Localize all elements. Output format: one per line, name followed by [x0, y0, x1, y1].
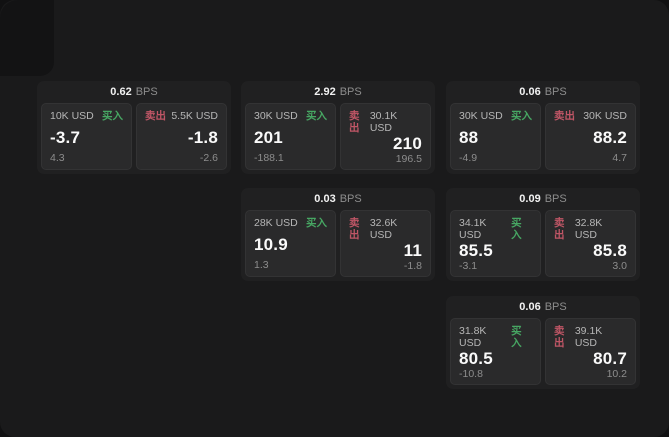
quote-card: 0.62 BPS 10K USD 买入 -3.7 4.3 卖出 5.5K USD…	[37, 81, 231, 174]
sell-side-label: 卖出	[554, 217, 565, 241]
bps-value: 0.06	[519, 301, 541, 313]
sell-panel[interactable]: 卖出 32.6K USD 11 -1.8	[340, 210, 431, 277]
buy-amount: 31.8K USD	[459, 325, 487, 349]
buy-side-label: 买入	[306, 110, 327, 122]
buy-panel[interactable]: 28K USD 买入 10.9 1.3	[245, 210, 336, 277]
buy-side-label: 买入	[306, 217, 327, 229]
sell-panel[interactable]: 卖出 39.1K USD 80.7 10.2	[545, 318, 636, 385]
buy-price: 85.5	[459, 241, 493, 260]
sell-price: 80.7	[593, 349, 627, 368]
buy-change: 4.3	[50, 152, 65, 164]
card-header: 2.92 BPS	[245, 81, 431, 103]
buy-change: -188.1	[254, 152, 284, 164]
buy-amount: 28K USD	[254, 217, 298, 229]
buy-change: -4.9	[459, 152, 478, 164]
bps-value: 0.62	[110, 86, 132, 98]
sell-amount: 39.1K USD	[574, 325, 603, 349]
card-header: 0.09 BPS	[450, 188, 636, 210]
bps-unit-label: BPS	[135, 86, 158, 98]
sell-panel[interactable]: 卖出 5.5K USD -1.8 -2.6	[136, 103, 227, 170]
sell-price: 88.2	[593, 127, 627, 147]
bps-unit-label: BPS	[339, 86, 362, 98]
card-header: 0.62 BPS	[41, 81, 227, 103]
bps-value: 2.92	[314, 86, 336, 98]
sell-panel[interactable]: 卖出 30.1K USD 210 196.5	[340, 103, 431, 170]
sell-side-label: 卖出	[554, 325, 565, 349]
bps-unit-label: BPS	[544, 301, 567, 313]
quote-card: 0.09 BPS 34.1K USD 买入 85.5 -3.1 卖出 32.8K…	[446, 188, 640, 281]
buy-panel[interactable]: 30K USD 买入 201 -188.1	[245, 103, 336, 170]
quote-card: 2.92 BPS 30K USD 买入 201 -188.1 卖出 30.1K …	[241, 81, 435, 174]
sell-change: -2.6	[199, 152, 218, 164]
buy-panel[interactable]: 34.1K USD 买入 85.5 -3.1	[450, 210, 541, 277]
buy-price: 80.5	[459, 349, 493, 368]
bps-value: 0.06	[519, 86, 541, 98]
buy-side-label: 买入	[102, 110, 123, 122]
sell-price: -1.8	[187, 127, 218, 147]
sell-change: 4.7	[612, 152, 627, 164]
sell-amount: 32.8K USD	[574, 217, 603, 241]
sell-side-label: 卖出	[349, 217, 360, 241]
buy-panel[interactable]: 10K USD 买入 -3.7 4.3	[41, 103, 132, 170]
card-header: 0.06 BPS	[450, 81, 636, 103]
bps-value: 0.09	[519, 193, 541, 205]
sell-change: 10.2	[606, 368, 627, 380]
corner-shade	[0, 0, 54, 76]
sell-change: 196.5	[395, 153, 422, 165]
quote-card: 0.06 BPS 30K USD 买入 88 -4.9 卖出 30K USD 8…	[446, 81, 640, 174]
sell-panel[interactable]: 卖出 30K USD 88.2 4.7	[545, 103, 636, 170]
sell-price: 85.8	[593, 241, 627, 260]
buy-price: 88	[459, 127, 479, 147]
sell-amount: 5.5K USD	[171, 110, 218, 122]
bps-value: 0.03	[314, 193, 336, 205]
sell-change: -1.8	[403, 260, 422, 272]
card-header: 0.06 BPS	[450, 296, 636, 318]
sell-panel[interactable]: 卖出 32.8K USD 85.8 3.0	[545, 210, 636, 277]
buy-panel[interactable]: 31.8K USD 买入 80.5 -10.8	[450, 318, 541, 385]
buy-panel[interactable]: 30K USD 买入 88 -4.9	[450, 103, 541, 170]
buy-change: 1.3	[254, 259, 269, 271]
buy-side-label: 买入	[511, 110, 532, 122]
buy-price: 201	[254, 127, 283, 147]
bps-unit-label: BPS	[544, 86, 567, 98]
buy-price: -3.7	[50, 127, 81, 147]
sell-amount: 32.6K USD	[369, 217, 398, 241]
bps-unit-label: BPS	[544, 193, 567, 205]
buy-side-label: 买入	[511, 217, 522, 241]
sell-price: 11	[403, 241, 422, 260]
buy-amount: 34.1K USD	[459, 217, 487, 241]
buy-change: -10.8	[459, 368, 483, 380]
sell-amount: 30.1K USD	[369, 110, 398, 134]
buy-amount: 30K USD	[254, 110, 298, 122]
card-header: 0.03 BPS	[245, 188, 431, 210]
buy-change: -3.1	[459, 260, 478, 272]
buy-side-label: 买入	[511, 325, 522, 349]
quote-card: 0.03 BPS 28K USD 买入 10.9 1.3 卖出 32.6K US…	[241, 188, 435, 281]
sell-side-label: 卖出	[349, 110, 360, 134]
quote-card: 0.06 BPS 31.8K USD 买入 80.5 -10.8 卖出 39.1…	[446, 296, 640, 389]
buy-amount: 30K USD	[459, 110, 503, 122]
sell-side-label: 卖出	[145, 110, 166, 122]
sell-price: 210	[393, 134, 422, 153]
bps-unit-label: BPS	[339, 193, 362, 205]
buy-price: 10.9	[254, 234, 288, 254]
sell-amount: 30K USD	[583, 110, 627, 122]
buy-amount: 10K USD	[50, 110, 94, 122]
sell-change: 3.0	[612, 260, 627, 272]
sell-side-label: 卖出	[554, 110, 575, 122]
